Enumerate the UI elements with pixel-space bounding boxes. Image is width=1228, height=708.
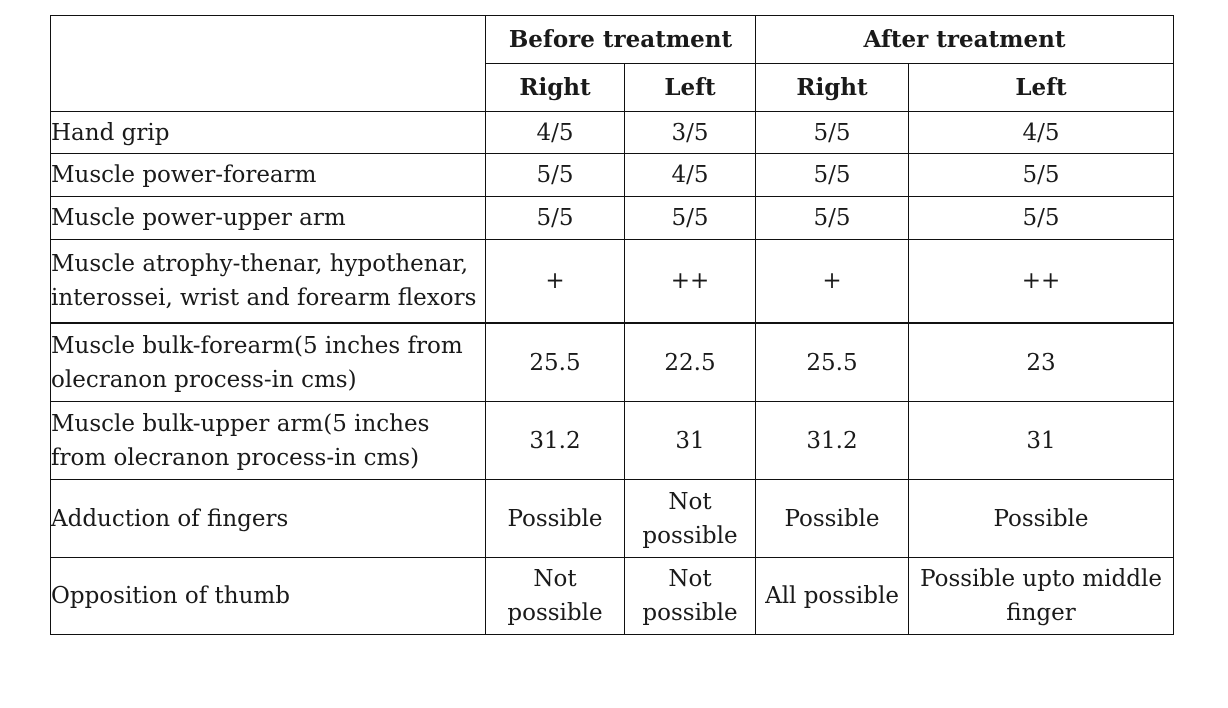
cell-after-left: 5/5 [908,153,1175,197]
cell-after-left: 5/5 [908,196,1175,240]
table-row: Adduction of fingers Possible Not possib… [50,479,1175,558]
header-before-treatment: Before treatment [484,15,757,64]
cell-after-right: 25.5 [755,322,910,402]
cell-before-right: 5/5 [485,153,625,197]
cell-after-right: 5/5 [755,196,910,240]
cell-after-left: Possible [908,479,1175,558]
cell-before-left: Not possible [623,557,757,635]
header-after-right: Right [755,63,910,112]
cell-before-left: ++ [623,239,757,324]
cell-before-right: + [485,239,625,324]
header-before-left: Left [623,63,757,112]
table-row: Muscle power-forearm 5/5 4/5 5/5 5/5 [50,153,1175,197]
header-after-treatment: After treatment [755,15,1175,64]
row-parameter: Opposition of thumb [50,557,486,635]
cell-before-right: Possible [485,479,625,558]
row-parameter: Muscle power-forearm [50,153,486,197]
cell-before-left: 31 [623,401,757,480]
table-row: Muscle bulk-upper arm(5 inches from olec… [50,401,1175,480]
row-parameter: Muscle bulk-upper arm(5 inches from olec… [50,401,486,480]
header-blank-cell [50,15,486,112]
cell-before-right: 31.2 [485,401,625,480]
table-row: Muscle power-upper arm 5/5 5/5 5/5 5/5 [50,196,1175,240]
row-parameter: Muscle power-upper arm [50,196,486,240]
cell-before-left: 5/5 [623,196,757,240]
cell-after-left: ++ [908,239,1175,324]
cell-before-right: 5/5 [485,196,625,240]
header-after-left: Left [908,63,1175,112]
cell-before-right: 4/5 [485,111,625,154]
cell-after-right: 31.2 [755,401,910,480]
cell-after-right: + [755,239,910,324]
cell-before-right: 25.5 [485,322,625,402]
cell-after-left: 4/5 [908,111,1175,154]
cell-after-left: Possible upto middle finger [908,557,1175,635]
table-row: Muscle bulk-forearm(5 inches from olecra… [50,322,1175,402]
cell-after-left: 23 [908,322,1175,402]
cell-before-right: Not possible [485,557,625,635]
row-parameter: Muscle atrophy-thenar, hypothenar, inter… [50,239,486,324]
row-parameter: Muscle bulk-forearm(5 inches from olecra… [50,322,486,402]
cell-after-right: All possible [755,557,910,635]
table-row: Hand grip 4/5 3/5 5/5 4/5 [50,111,1175,154]
cell-after-right: 5/5 [755,111,910,154]
cell-after-left: 31 [908,401,1175,480]
table-row: Muscle atrophy-thenar, hypothenar, inter… [50,239,1175,324]
cell-after-right: Possible [755,479,910,558]
cell-after-right: 5/5 [755,153,910,197]
header-before-right: Right [485,63,625,112]
row-parameter: Adduction of fingers [50,479,486,558]
table-row: Opposition of thumb Not possible Not pos… [50,557,1175,635]
cell-before-left: 3/5 [623,111,757,154]
clinical-findings-table: Before treatment After treatment Right L… [50,15,1175,635]
row-parameter: Hand grip [50,111,486,154]
cell-before-left: Not possible [623,479,757,558]
cell-before-left: 22.5 [623,322,757,402]
cell-before-left: 4/5 [623,153,757,197]
